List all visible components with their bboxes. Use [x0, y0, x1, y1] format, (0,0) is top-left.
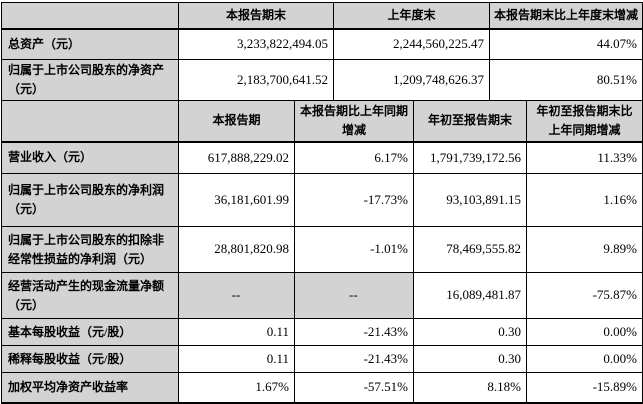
- table-row-net-profit: 归属于上市公司股东的净利润（元） 36,181,601.99 -17.73% 9…: [1, 173, 643, 227]
- value-cell: 16,089,481.87: [413, 272, 527, 319]
- value-cell: 617,888,229.02: [178, 141, 295, 174]
- column-header-current-period: 本报告期: [178, 100, 295, 143]
- row-label-operating-cash-flow: 经营活动产生的现金流量净额（元）: [1, 272, 179, 319]
- value-cell: 1,791,739,172.56: [413, 141, 527, 174]
- row-label-basic-eps: 基本每股收益（元/股）: [1, 318, 179, 346]
- value-cell: 2,244,560,225.47: [333, 28, 490, 60]
- row-label-weighted-avg-roe: 加权平均净资产收益率: [1, 372, 179, 404]
- table-row-diluted-eps: 稀释每股收益（元/股） 0.11 -21.43% 0.30 0.00%: [1, 345, 643, 373]
- value-cell: 0.30: [413, 318, 527, 346]
- empty-corner-cell: [1, 100, 179, 143]
- value-cell: 11.33%: [526, 141, 643, 174]
- reporting-period-header-row: 本报告期 本报告期比上年同期增减 年初至报告期末 年初至报告期末比上年同期增减: [1, 100, 643, 143]
- period-end-table: 本报告期末 上年度末 本报告期末比上年度末增减 总资产（元） 3,233,822…: [1, 2, 643, 101]
- value-cell: -17.73%: [294, 173, 414, 227]
- value-cell: 3,233,822,494.05: [178, 28, 334, 60]
- value-cell: 1.67%: [178, 372, 295, 404]
- value-cell: -1.01%: [294, 226, 414, 273]
- column-header-change-vs-prior-year-end: 本报告期末比上年度末增减: [489, 2, 643, 30]
- column-header-year-to-date: 年初至报告期末: [413, 100, 527, 143]
- column-header-change-vs-same-period: 本报告期比上年同期增减: [294, 100, 414, 143]
- value-cell: 93,103,891.15: [413, 173, 527, 227]
- value-cell: 8.18%: [413, 372, 527, 404]
- value-cell: -21.43%: [294, 318, 414, 346]
- row-label-diluted-eps: 稀释每股收益（元/股）: [1, 345, 179, 373]
- value-cell: -75.87%: [526, 272, 643, 319]
- table-row-net-profit-excl-nonrecurring: 归属于上市公司股东的扣除非经常性损益的净利润（元） 28,801,820.98 …: [1, 226, 643, 273]
- value-cell: 9.89%: [526, 226, 643, 273]
- row-label-total-assets: 总资产（元）: [1, 28, 179, 60]
- table-row-operating-cash-flow: 经营活动产生的现金流量净额（元） -- -- 16,089,481.87 -75…: [1, 272, 643, 319]
- value-cell: 1,209,748,626.37: [333, 59, 490, 101]
- value-cell: 2,183,700,641.52: [178, 59, 334, 101]
- value-cell: 44.07%: [489, 28, 643, 60]
- value-cell: 0.11: [178, 318, 295, 346]
- value-cell: 0.00%: [526, 318, 643, 346]
- value-cell: -57.51%: [294, 372, 414, 404]
- value-cell: 80.51%: [489, 59, 643, 101]
- table-row-operating-revenue: 营业收入（元） 617,888,229.02 6.17% 1,791,739,1…: [1, 141, 643, 174]
- row-label-net-profit: 归属于上市公司股东的净利润（元）: [1, 173, 179, 227]
- value-cell-na: --: [178, 272, 295, 319]
- value-cell: 6.17%: [294, 141, 414, 174]
- column-header-prior-year-end: 上年度末: [333, 2, 490, 30]
- row-label-net-assets: 归属于上市公司股东的净资产（元）: [1, 59, 179, 101]
- table-row-total-assets: 总资产（元） 3,233,822,494.05 2,244,560,225.47…: [1, 28, 643, 60]
- row-label-operating-revenue: 营业收入（元）: [1, 141, 179, 174]
- value-cell-na: --: [294, 272, 414, 319]
- value-cell: 36,181,601.99: [178, 173, 295, 227]
- table-row-weighted-avg-roe: 加权平均净资产收益率 1.67% -57.51% 8.18% -15.89%: [1, 372, 643, 404]
- reporting-period-table: 本报告期 本报告期比上年同期增减 年初至报告期末 年初至报告期末比上年同期增减 …: [1, 100, 643, 404]
- value-cell: 0.30: [413, 345, 527, 373]
- value-cell: 0.11: [178, 345, 295, 373]
- value-cell: 1.16%: [526, 173, 643, 227]
- value-cell: 78,469,555.82: [413, 226, 527, 273]
- empty-corner-cell: [1, 2, 179, 30]
- row-label-net-profit-excl-nonrecurring: 归属于上市公司股东的扣除非经常性损益的净利润（元）: [1, 226, 179, 273]
- value-cell: -21.43%: [294, 345, 414, 373]
- table-row-basic-eps: 基本每股收益（元/股） 0.11 -21.43% 0.30 0.00%: [1, 318, 643, 346]
- period-end-header-row: 本报告期末 上年度末 本报告期末比上年度末增减: [1, 2, 643, 30]
- column-header-ytd-change-vs-same-period: 年初至报告期末比上年同期增减: [526, 100, 643, 143]
- table-row-net-assets: 归属于上市公司股东的净资产（元） 2,183,700,641.52 1,209,…: [1, 59, 643, 101]
- column-header-current-period-end: 本报告期末: [178, 2, 334, 30]
- value-cell: -15.89%: [526, 372, 643, 404]
- value-cell: 0.00%: [526, 345, 643, 373]
- value-cell: 28,801,820.98: [178, 226, 295, 273]
